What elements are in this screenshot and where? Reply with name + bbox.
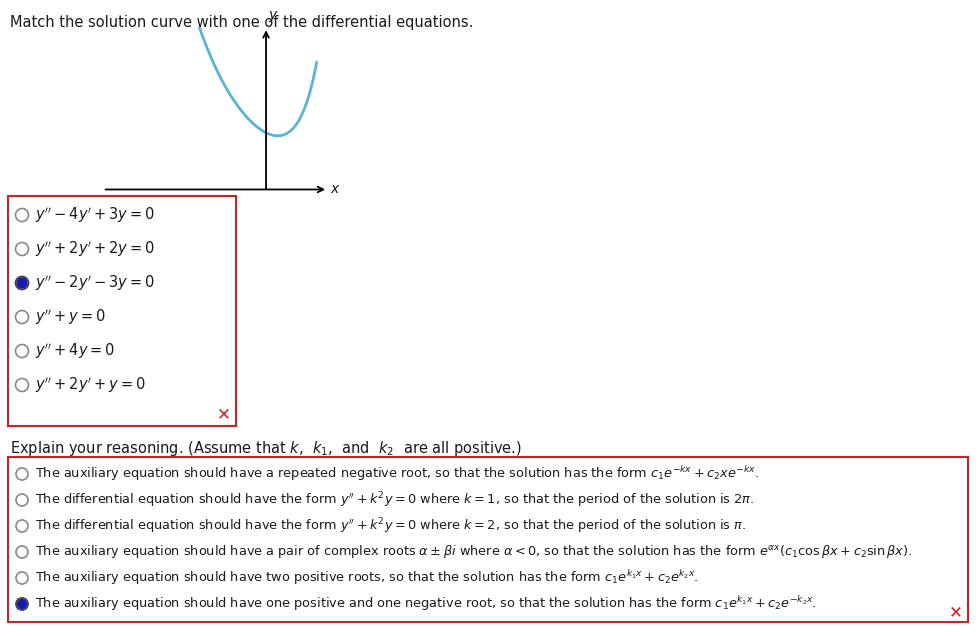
Text: The auxiliary equation should have a repeated negative root, so that the solutio: The auxiliary equation should have a rep… <box>35 464 758 483</box>
Text: $y'' - 2y' - 3y = 0$: $y'' - 2y' - 3y = 0$ <box>35 273 156 293</box>
Bar <box>8 196 236 426</box>
Text: $x$: $x$ <box>330 183 340 197</box>
Text: $y$: $y$ <box>268 9 279 24</box>
Circle shape <box>18 600 26 609</box>
Text: $y'' + 2y' + 2y = 0$: $y'' + 2y' + 2y = 0$ <box>35 239 156 259</box>
Text: $y'' + 4y = 0$: $y'' + 4y = 0$ <box>35 341 115 361</box>
Text: $y'' - 4y' + 3y = 0$: $y'' - 4y' + 3y = 0$ <box>35 205 156 225</box>
Text: ✕: ✕ <box>217 405 231 423</box>
Text: The differential equation should have the form $y'' + k^2y = 0$ where $k = 1$, s: The differential equation should have th… <box>35 490 754 510</box>
Text: $y'' + y = 0$: $y'' + y = 0$ <box>35 307 107 327</box>
Text: The auxiliary equation should have two positive roots, so that the solution has : The auxiliary equation should have two p… <box>35 569 698 588</box>
Text: The auxiliary equation should have one positive and one negative root, so that t: The auxiliary equation should have one p… <box>35 595 816 614</box>
Text: $y'' + 2y' + y = 0$: $y'' + 2y' + y = 0$ <box>35 375 146 395</box>
Text: The auxiliary equation should have a pair of complex roots $\alpha \pm \beta i$ : The auxiliary equation should have a pai… <box>35 544 911 560</box>
Text: The differential equation should have the form $y'' + k^2y = 0$ where $k = 2$, s: The differential equation should have th… <box>35 516 745 536</box>
Text: Explain your reasoning. (Assume that $k$,  $k_1$,  and  $k_2$  are all positive.: Explain your reasoning. (Assume that $k$… <box>10 438 521 457</box>
Text: ✕: ✕ <box>948 603 962 621</box>
Bar <box>8 457 967 622</box>
Circle shape <box>17 278 27 288</box>
Text: Match the solution curve with one of the differential equations.: Match the solution curve with one of the… <box>10 15 473 30</box>
